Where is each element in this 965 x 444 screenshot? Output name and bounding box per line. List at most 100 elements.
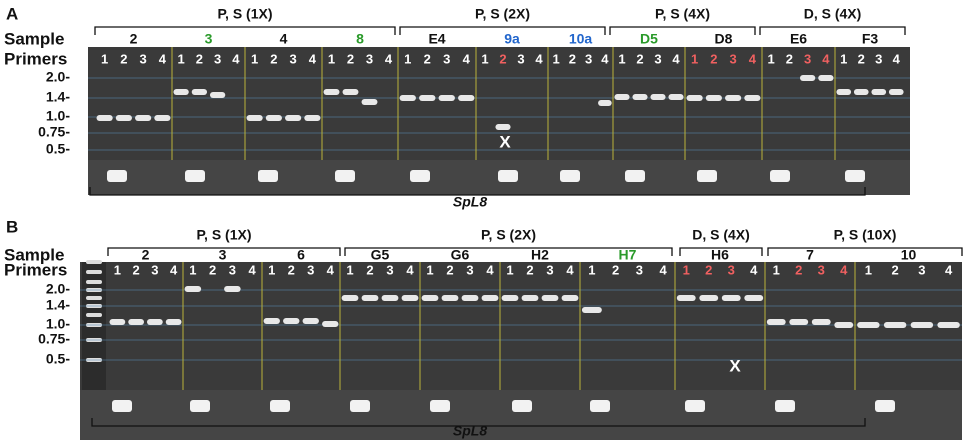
lane-number: 3 xyxy=(151,262,158,277)
lane-number: 3 xyxy=(654,51,661,66)
dna-band xyxy=(699,295,719,301)
well xyxy=(875,400,895,412)
lane-number: 1 xyxy=(691,51,698,66)
lane-number: 1 xyxy=(840,51,847,66)
dna-band xyxy=(766,319,786,325)
dna-band xyxy=(632,94,648,100)
dna-band xyxy=(165,319,182,325)
ladder-label: 1.0- xyxy=(46,108,70,124)
footer-bracket xyxy=(89,187,866,196)
ladder-band xyxy=(86,270,102,274)
panel-label: B xyxy=(6,217,18,236)
group-label: P, S (4X) xyxy=(655,6,710,22)
well xyxy=(625,170,645,182)
dna-band xyxy=(265,115,282,121)
sample-label: 2 xyxy=(142,247,150,263)
well xyxy=(770,170,790,182)
dna-band xyxy=(937,322,960,328)
lane-number: 2 xyxy=(446,262,453,277)
well xyxy=(560,170,580,182)
ladder-label: 1.4- xyxy=(46,297,70,313)
dna-band xyxy=(581,307,602,313)
lane-number: 1 xyxy=(865,262,872,277)
lane-number: 3 xyxy=(875,51,882,66)
lane-number: 3 xyxy=(818,262,825,277)
lane-number: 1 xyxy=(553,51,560,66)
group-bracket xyxy=(759,26,906,35)
dna-band xyxy=(109,319,126,325)
lane-number: 1 xyxy=(588,262,595,277)
mark-x: X xyxy=(499,132,511,151)
dna-band xyxy=(705,95,722,101)
lane-number: 2 xyxy=(636,51,643,66)
sample-label: D8 xyxy=(715,31,733,47)
dna-band xyxy=(419,95,436,101)
dna-band xyxy=(668,94,684,100)
lane-number: 1 xyxy=(178,51,185,66)
lane-number: 3 xyxy=(585,51,592,66)
lane-number: 3 xyxy=(290,51,297,66)
lane-number: 2 xyxy=(705,262,712,277)
dna-band xyxy=(725,95,742,101)
sample-label: G6 xyxy=(451,247,470,263)
lane-number: 3 xyxy=(466,262,473,277)
dna-band xyxy=(263,318,280,324)
group-label: D, S (4X) xyxy=(804,6,862,22)
lane-number: 3 xyxy=(804,51,811,66)
lane-number: 2 xyxy=(270,51,277,66)
lane-number: 4 xyxy=(535,51,543,66)
sample-label: 10 xyxy=(901,247,917,263)
lane-number: 3 xyxy=(730,51,737,66)
lane-number: 2 xyxy=(612,262,619,277)
dna-band xyxy=(224,286,241,292)
dna-band xyxy=(853,89,869,95)
group-label: P, S (2X) xyxy=(475,6,530,22)
dna-band xyxy=(857,322,880,328)
sample-label: 4 xyxy=(280,31,288,47)
group-bracket xyxy=(107,247,341,256)
well xyxy=(270,400,290,412)
lane-number: 1 xyxy=(773,262,780,277)
lane-number: 3 xyxy=(546,262,553,277)
lane-number: 2 xyxy=(526,262,533,277)
lane-number: 4 xyxy=(750,262,758,277)
lane-number: 1 xyxy=(268,262,275,277)
dna-band xyxy=(154,115,171,121)
lane-number: 1 xyxy=(101,51,108,66)
well xyxy=(335,170,355,182)
row-label: Sample xyxy=(4,245,64,264)
well-strip xyxy=(80,390,962,440)
lane-number: 2 xyxy=(120,51,127,66)
lane-number: 1 xyxy=(251,51,258,66)
well xyxy=(512,400,532,412)
sample-label: 9a xyxy=(504,31,520,47)
dna-band xyxy=(598,100,612,106)
lane-number: 2 xyxy=(786,51,793,66)
mark-x: X xyxy=(729,356,741,375)
well xyxy=(775,400,795,412)
well xyxy=(185,170,205,182)
lane-number: 4 xyxy=(309,51,317,66)
ladder-band xyxy=(86,260,102,264)
dna-band xyxy=(361,99,378,105)
sample-label: E6 xyxy=(790,31,807,47)
group-bracket xyxy=(767,247,963,256)
ladder-label: 2.0- xyxy=(46,281,70,297)
sample-label: 6 xyxy=(297,247,305,263)
panel-label: A xyxy=(6,4,18,23)
lane-number: 4 xyxy=(672,51,680,66)
lane-number: 2 xyxy=(569,51,576,66)
group-label: P, S (10X) xyxy=(834,227,897,243)
sample-label: H7 xyxy=(619,247,637,263)
ladder-label: 0.75- xyxy=(38,331,70,347)
lane-number: 1 xyxy=(618,51,625,66)
dna-band xyxy=(811,319,831,325)
sample-label: G5 xyxy=(371,247,390,263)
lane-number: 2 xyxy=(288,262,295,277)
lane-number: 4 xyxy=(385,51,393,66)
dna-band xyxy=(441,295,459,301)
dna-band xyxy=(302,318,319,324)
